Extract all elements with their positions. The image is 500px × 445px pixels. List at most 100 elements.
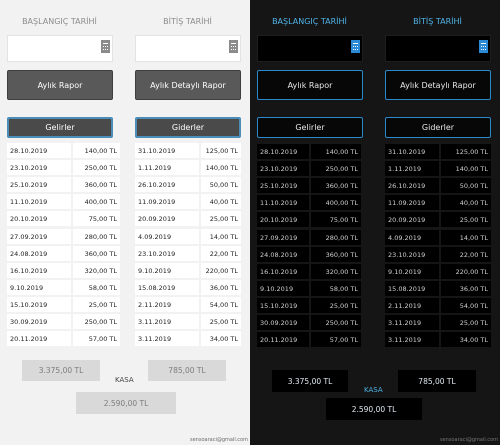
expense-date-cell: 31.10.2019 bbox=[385, 144, 439, 159]
expense-date-cell: 2.11.2019 bbox=[135, 297, 199, 312]
income-amount-cell: 140,00 TL bbox=[73, 143, 120, 158]
expense-date-cell: 1.11.2019 bbox=[385, 161, 439, 176]
income-amount-cell: 250,00 TL bbox=[311, 161, 361, 176]
expense-amount-cell: 14,00 TL bbox=[201, 229, 241, 244]
expense-button[interactable]: Giderler bbox=[135, 117, 241, 138]
income-amount-cell: 25,00 TL bbox=[73, 297, 120, 312]
monthly-report-button[interactable]: Aylık Rapor bbox=[257, 70, 363, 100]
end-date-field[interactable] bbox=[385, 35, 491, 62]
expense-date-cell: 15.08.2019 bbox=[135, 280, 199, 295]
income-date-cell: 28.10.2019 bbox=[257, 144, 309, 159]
income-amount-cell: 400,00 TL bbox=[311, 195, 361, 210]
income-date-cell: 9.10.2019 bbox=[257, 281, 309, 296]
income-amount-cell: 140,00 TL bbox=[311, 144, 361, 159]
income-date-cell: 24.08.2019 bbox=[257, 247, 309, 262]
expense-date-cell: 20.09.2019 bbox=[135, 211, 199, 226]
dark-theme-panel: BAŞLANGIÇ TARİHİ BİTİŞ TARİHİ Aylık Rapo… bbox=[250, 0, 500, 445]
light-theme-panel: BAŞLANGIÇ TARİHİ BİTİŞ TARİHİ Aylık Rapo… bbox=[0, 0, 250, 445]
expense-amount-cell: 22,00 TL bbox=[201, 246, 241, 261]
income-amount-cell: 75,00 TL bbox=[73, 211, 120, 226]
expense-date-cell: 26.10.2019 bbox=[135, 177, 199, 192]
expense-date-cell: 11.09.2019 bbox=[385, 195, 439, 210]
expense-date-cell: 31.10.2019 bbox=[135, 143, 199, 158]
expense-amount-cell: 54,00 TL bbox=[201, 297, 241, 312]
calendar-icon[interactable] bbox=[351, 40, 360, 53]
expense-total: 785,00 TL bbox=[148, 360, 226, 381]
income-amount-cell: 25,00 TL bbox=[311, 298, 361, 313]
expense-amount-cell: 140,00 TL bbox=[441, 161, 491, 176]
expense-amount-cell: 25,00 TL bbox=[201, 211, 241, 226]
transaction-lists: 28.10.2019 140,00 TL 23.10.2019 250,00 TL 25… bbox=[250, 0, 500, 445]
kasa-total: 2.590,00 TL bbox=[326, 398, 422, 420]
expense-amount-cell: 40,00 TL bbox=[201, 194, 241, 209]
monthly-detailed-report-button[interactable]: Aylık Detaylı Rapor bbox=[135, 70, 241, 100]
expense-amount-cell: 36,00 TL bbox=[441, 281, 491, 296]
calendar-icon[interactable] bbox=[479, 40, 488, 53]
start-date-field[interactable] bbox=[7, 35, 113, 62]
expense-date-cell: 9.10.2019 bbox=[385, 264, 439, 279]
income-date-cell: 20.10.2019 bbox=[257, 212, 309, 227]
income-date-cell: 30.09.2019 bbox=[257, 315, 309, 330]
expense-date-cell: 15.08.2019 bbox=[385, 281, 439, 296]
expense-date-cell: 9.10.2019 bbox=[135, 263, 199, 278]
income-amount-cell: 250,00 TL bbox=[311, 315, 361, 330]
income-amount-cell: 250,00 TL bbox=[73, 314, 120, 329]
income-amount-cell: 57,00 TL bbox=[73, 331, 120, 346]
income-date-cell: 9.10.2019 bbox=[7, 280, 71, 295]
expense-date-cell: 1.11.2019 bbox=[135, 160, 199, 175]
contact-email: sensoaraci@gmail.com bbox=[440, 437, 498, 443]
contact-email: sensoaraci@gmail.com bbox=[190, 437, 248, 443]
income-date-cell: 25.10.2019 bbox=[257, 178, 309, 193]
income-amount-cell: 360,00 TL bbox=[73, 177, 120, 192]
calendar-icon[interactable] bbox=[229, 40, 238, 53]
expense-date-cell: 23.10.2019 bbox=[135, 246, 199, 261]
monthly-detailed-report-button[interactable]: Aylık Detaylı Rapor bbox=[385, 70, 491, 100]
expense-amount-cell: 220,00 TL bbox=[441, 264, 491, 279]
income-amount-cell: 360,00 TL bbox=[311, 178, 361, 193]
expense-date-cell: 3.11.2019 bbox=[135, 331, 199, 346]
income-date-cell: 24.08.2019 bbox=[7, 246, 71, 261]
expense-date-cell: 26.10.2019 bbox=[385, 178, 439, 193]
income-date-cell: 27.09.2019 bbox=[7, 229, 71, 244]
income-date-cell: 16.10.2019 bbox=[7, 263, 71, 278]
income-amount-cell: 250,00 TL bbox=[73, 160, 120, 175]
expense-button[interactable]: Giderler bbox=[385, 117, 491, 138]
income-date-cell: 15.10.2019 bbox=[257, 298, 309, 313]
expense-amount-cell: 36,00 TL bbox=[201, 280, 241, 295]
calendar-icon[interactable] bbox=[101, 40, 110, 53]
expense-total: 785,00 TL bbox=[398, 370, 476, 392]
expense-amount-cell: 25,00 TL bbox=[201, 314, 241, 329]
kasa-total: 2.590,00 TL bbox=[76, 392, 176, 414]
expense-date-cell: 11.09.2019 bbox=[135, 194, 199, 209]
income-amount-cell: 320,00 TL bbox=[311, 264, 361, 279]
expense-date-cell: 3.11.2019 bbox=[135, 314, 199, 329]
income-amount-cell: 58,00 TL bbox=[311, 281, 361, 296]
income-date-cell: 25.10.2019 bbox=[7, 177, 71, 192]
income-button[interactable]: Gelirler bbox=[257, 117, 363, 138]
expense-amount-cell: 50,00 TL bbox=[441, 178, 491, 193]
income-date-cell: 20.11.2019 bbox=[257, 332, 309, 347]
expense-amount-cell: 54,00 TL bbox=[441, 298, 491, 313]
income-date-cell: 30.09.2019 bbox=[7, 314, 71, 329]
income-date-cell: 11.10.2019 bbox=[257, 195, 309, 210]
income-amount-cell: 280,00 TL bbox=[311, 230, 361, 245]
expense-amount-cell: 25,00 TL bbox=[441, 212, 491, 227]
income-date-cell: 23.10.2019 bbox=[257, 161, 309, 176]
monthly-report-button[interactable]: Aylık Rapor bbox=[7, 70, 113, 100]
expense-amount-cell: 40,00 TL bbox=[441, 195, 491, 210]
income-amount-cell: 75,00 TL bbox=[311, 212, 361, 227]
income-date-cell: 20.10.2019 bbox=[7, 211, 71, 226]
expense-date-cell: 20.09.2019 bbox=[385, 212, 439, 227]
income-date-cell: 28.10.2019 bbox=[7, 143, 71, 158]
income-date-cell: 23.10.2019 bbox=[7, 160, 71, 175]
end-date-field[interactable] bbox=[135, 35, 241, 62]
start-date-field[interactable] bbox=[257, 35, 363, 62]
start-date-label: BAŞLANGIÇ TARİHİ bbox=[22, 17, 97, 26]
income-total: 3.375,00 TL bbox=[22, 360, 100, 381]
income-date-cell: 15.10.2019 bbox=[7, 297, 71, 312]
income-amount-cell: 58,00 TL bbox=[73, 280, 120, 295]
expense-date-cell: 4.09.2019 bbox=[135, 229, 199, 244]
expense-date-cell: 23.10.2019 bbox=[385, 247, 439, 262]
expense-date-cell: 3.11.2019 bbox=[385, 332, 439, 347]
income-button[interactable]: Gelirler bbox=[7, 117, 113, 138]
